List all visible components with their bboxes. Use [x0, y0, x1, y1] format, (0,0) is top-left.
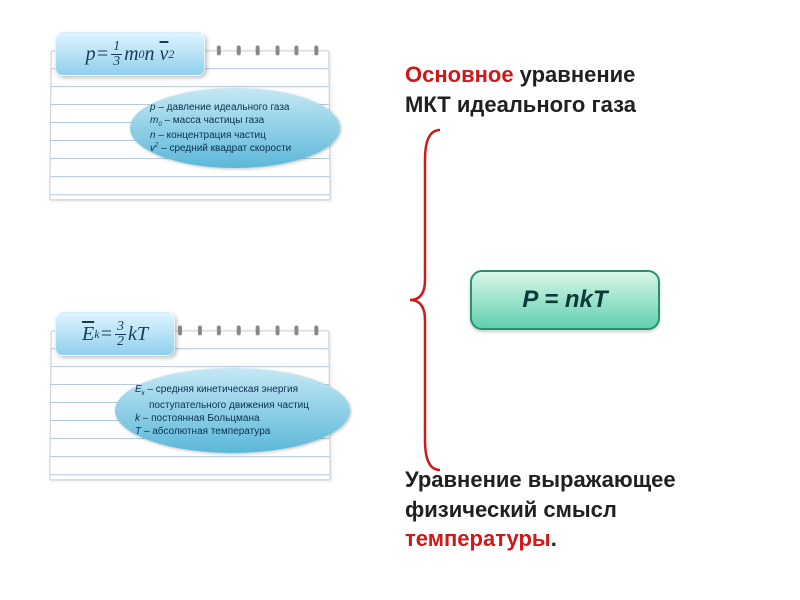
legend-pressure: p – давление идеального газа m0 – масса …: [130, 88, 340, 168]
f1-sup2: 2: [168, 47, 174, 62]
bracket-icon: [400, 120, 450, 480]
bt-dot: .: [551, 526, 557, 551]
f1-lhs: p: [86, 43, 96, 66]
txt-n: – концентрация частиц: [156, 130, 266, 141]
bottom-caption: Уравнение выражающее физический смысл те…: [405, 465, 676, 554]
txt-p: – давление идеального газа: [156, 102, 290, 113]
txt-m0: – масса частицы газа: [162, 115, 265, 126]
title-accent: Основное: [405, 62, 514, 87]
bt-l1: Уравнение выражающее: [405, 467, 676, 492]
txt-ek2: поступательного движения частиц: [149, 400, 309, 411]
title-rest1: уравнение: [514, 62, 636, 87]
sym-ek: Ek: [135, 384, 145, 395]
formula-center: P = nkT: [470, 270, 660, 330]
title: Основное уравнение МКТ идеального газа: [405, 60, 636, 119]
f1-m: m: [124, 43, 138, 66]
bt-l2: физический смысл: [405, 497, 617, 522]
txt-ek: – средняя кинетическая энергия: [145, 384, 298, 395]
bt-accent: температуры: [405, 526, 551, 551]
formula-pressure: p = 1 3 m0n v2: [55, 32, 205, 76]
f2-eq: =: [100, 323, 114, 346]
formula-energy: Ek = 3 2 kT: [55, 312, 175, 356]
f1-eq: =: [96, 43, 110, 66]
txt-T: – абсолютная температура: [141, 426, 270, 437]
txt-k: – постоянная Больцмана: [140, 413, 260, 424]
f2-frac: 3 2: [115, 320, 126, 349]
legend-energy: Ek – средняя кинетическая энергия поступ…: [115, 368, 350, 453]
title-line2: МКТ идеального газа: [405, 92, 636, 117]
center-text: P = nkT: [522, 286, 607, 314]
f2-ebar: E: [82, 323, 94, 346]
f1-frac: 1 3: [111, 40, 122, 69]
f1-vbar: v: [160, 43, 169, 66]
f1-n: n: [145, 43, 155, 66]
f2-kT: kT: [128, 323, 148, 346]
txt-v2: – средний квадрат скорости: [158, 143, 291, 154]
sym-m0: m0: [150, 115, 162, 126]
